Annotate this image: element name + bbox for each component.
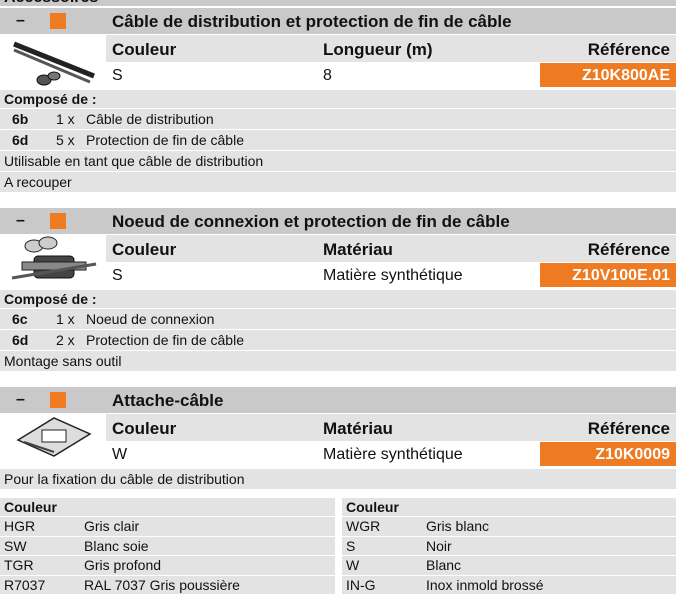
color-name: Noir (426, 537, 452, 554)
table-header-label: Couleur (4, 499, 57, 515)
column-header-label: Couleur (112, 419, 177, 438)
row-bg (0, 151, 676, 171)
column-header-label: Référence (587, 240, 670, 259)
cell: Matière synthétique (323, 446, 463, 463)
color-code: W (346, 557, 360, 573)
row-bg (0, 517, 335, 536)
column-header-label: Référence (587, 40, 670, 59)
composition-title: Composé de : (4, 291, 97, 307)
cell: S (112, 267, 123, 284)
orange-marker (50, 13, 66, 29)
table-header-label: Couleur (346, 499, 399, 515)
row-bg (0, 290, 676, 308)
color-name: Inox inmold brossé (426, 576, 544, 593)
clip-icon (16, 417, 92, 457)
section-title: Attache-câble (112, 391, 224, 410)
part-label: Protection de fin de câble (86, 332, 244, 348)
row-bg (0, 109, 676, 129)
cable-icon (13, 41, 95, 86)
part-label: Câble de distribution (86, 111, 214, 127)
color-code: S (346, 537, 356, 554)
color-name: Gris profond (84, 557, 162, 573)
row-bg (342, 517, 676, 536)
color-code: HGR (4, 518, 36, 534)
section-bar (0, 387, 676, 413)
section-title: Câble de distribution et protection de f… (112, 12, 512, 31)
cell: 8 (323, 67, 332, 84)
section-bar (0, 8, 676, 34)
color-code: SW (4, 537, 27, 554)
color-code: WGR (346, 518, 381, 534)
part-qty: 2 x (56, 332, 75, 348)
row-bg (0, 469, 676, 489)
row-bg (0, 330, 676, 350)
row-bg (0, 309, 676, 329)
part-label: Noeud de connexion (86, 311, 215, 327)
reference-box (540, 63, 676, 87)
reference: Z10K800AE (581, 67, 670, 84)
column-header (106, 35, 676, 62)
note: A recouper (4, 174, 72, 190)
color-name: Gris blanc (426, 518, 490, 534)
part-qty: 5 x (56, 132, 75, 148)
color-code: IN-G (346, 576, 376, 593)
part-code: 6c (12, 311, 28, 327)
note: Montage sans outil (4, 353, 122, 369)
row-bg (0, 536, 335, 555)
row-bg (342, 575, 676, 594)
collapse-toggle: – (16, 12, 25, 29)
cell: W (112, 446, 128, 463)
row-bg (0, 575, 335, 594)
table-header (0, 498, 335, 516)
orange-marker (50, 213, 66, 229)
column-header-label: Matériau (323, 240, 393, 259)
column-header (106, 235, 676, 262)
header-title: Accessoires (4, 0, 98, 8)
row-bg (0, 90, 676, 108)
cell: S (112, 67, 123, 84)
composition-title: Composé de : (4, 91, 97, 107)
color-code: R7037 (4, 576, 46, 593)
header-bar (0, 0, 676, 6)
collapse-toggle: – (16, 212, 25, 229)
row-bg (342, 556, 676, 575)
note: Utilisable en tant que câble de distribu… (4, 153, 264, 169)
part-qty: 1 x (56, 111, 75, 127)
part-code: 6b (12, 111, 29, 127)
part-qty: 1 x (56, 311, 75, 327)
column-header-label: Couleur (112, 40, 177, 59)
row-bg (0, 130, 676, 150)
column-header-label: Couleur (112, 240, 177, 259)
column-header (106, 414, 676, 441)
section-bar (0, 208, 676, 234)
row-bg (342, 536, 676, 555)
table-header (342, 498, 676, 516)
cell: Matière synthétique (323, 267, 463, 284)
column-header-label: Référence (587, 419, 670, 438)
color-name: Blanc (426, 557, 462, 573)
row-bg (0, 351, 676, 371)
collapse-toggle: – (16, 391, 25, 408)
note: Pour la fixation du câble de distributio… (4, 471, 245, 487)
section-title: Noeud de connexion et protection de fin … (112, 212, 510, 231)
column-header-label: Matériau (323, 419, 393, 438)
reference: Z10V100E.01 (572, 267, 670, 284)
row-bg (0, 556, 335, 575)
reference: Z10K0009 (595, 446, 670, 463)
row-bg (0, 172, 676, 192)
part-label: Protection de fin de câble (86, 132, 244, 148)
part-code: 6d (12, 332, 29, 348)
column-header-label: Longueur (m) (323, 40, 433, 59)
node-icon (11, 236, 97, 280)
color-name: RAL 7037 Gris poussière (84, 576, 240, 593)
part-code: 6d (12, 132, 29, 148)
reference-box (540, 442, 676, 466)
orange-marker (50, 392, 66, 408)
color-code: TGR (4, 557, 34, 573)
color-name: Gris clair (84, 518, 140, 534)
color-name: Blanc soie (84, 537, 149, 554)
reference-box (540, 263, 676, 287)
